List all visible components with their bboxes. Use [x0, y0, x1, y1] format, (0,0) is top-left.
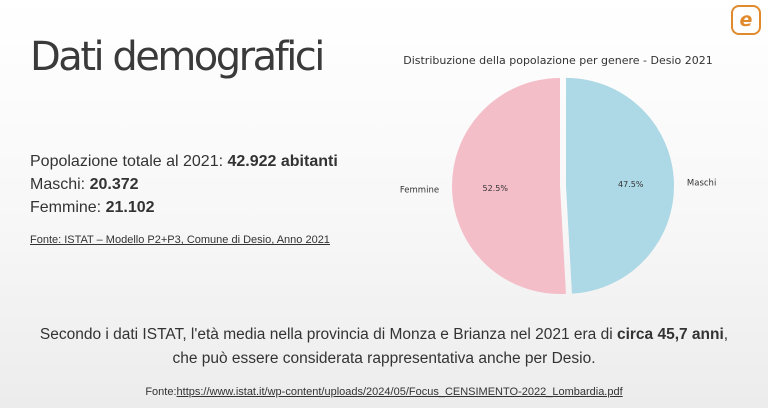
- istat-census-link[interactable]: https://www.istat.it/wp-content/uploads/…: [176, 386, 623, 398]
- total-population: Popolazione totale al 2021: 42.922 abita…: [30, 153, 338, 170]
- brand-logo: e: [731, 5, 761, 35]
- female-population: Femmine: 21.102: [30, 199, 155, 216]
- svg-text:e: e: [740, 9, 753, 31]
- pie-category-label-maschi: Maschi: [687, 178, 716, 188]
- female-population-value: 21.102: [105, 199, 155, 216]
- page-title: Dati demografici: [30, 34, 325, 80]
- pie-slice-femmine: [452, 78, 566, 294]
- chart-title: Distribuzione della popolazione per gene…: [403, 54, 713, 67]
- e-logo-icon: e: [740, 9, 753, 31]
- male-population: Maschi: 20.372: [30, 176, 139, 193]
- male-population-value: 20.372: [89, 176, 139, 193]
- pie-slice-maschi: [565, 77, 674, 294]
- population-stats: Popolazione totale al 2021: 42.922 abita…: [30, 150, 338, 219]
- pie-pct-label-femmine: 52.5%: [483, 184, 509, 193]
- pie-category-label-femmine: Femmine: [400, 185, 439, 195]
- average-age-note: Secondo i dati ISTAT, l'età media nella …: [39, 326, 729, 367]
- source-istat-census: Fonte:https://www.istat.it/wp-content/up…: [145, 386, 623, 398]
- gender-pie-chart: Distribuzione della popolazione per gene…: [400, 54, 716, 294]
- source-istat-comune[interactable]: Fonte: ISTAT – Modello P2+P3, Comune di …: [30, 234, 330, 246]
- average-age-value: circa 45,7 anni: [616, 326, 724, 343]
- pie-pct-label-maschi: 47.5%: [618, 180, 644, 189]
- total-population-value: 42.922 abitanti: [227, 153, 338, 170]
